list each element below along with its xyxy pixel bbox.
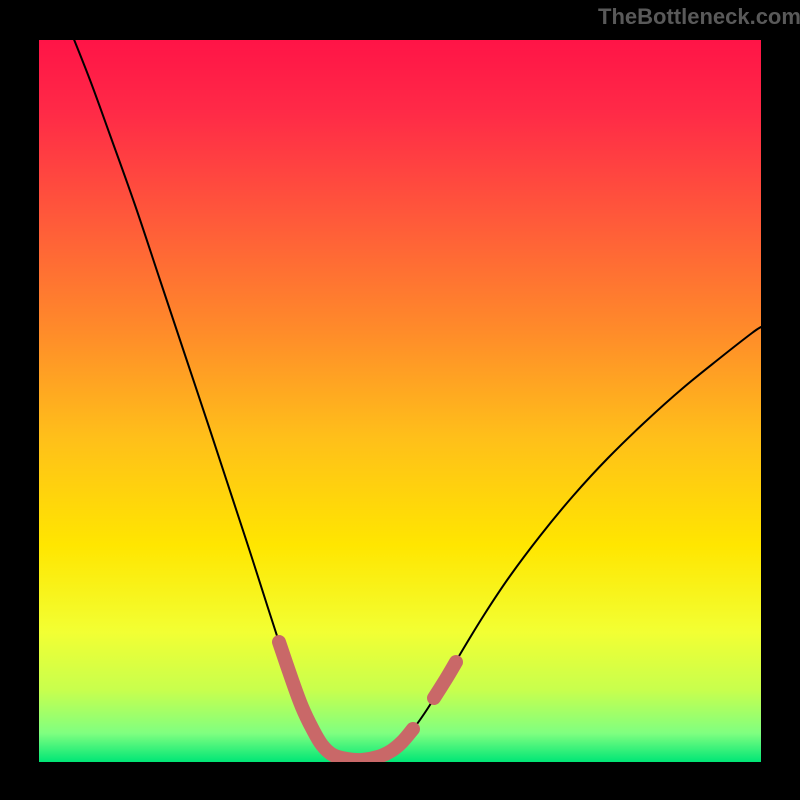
highlight-segment-1 [434,662,456,698]
chart-svg [0,0,800,800]
outer-mask [0,0,800,800]
watermark-text: TheBottleneck.com [598,4,800,30]
bottleneck-curve [73,37,761,760]
highlight-segment-0 [279,642,413,760]
